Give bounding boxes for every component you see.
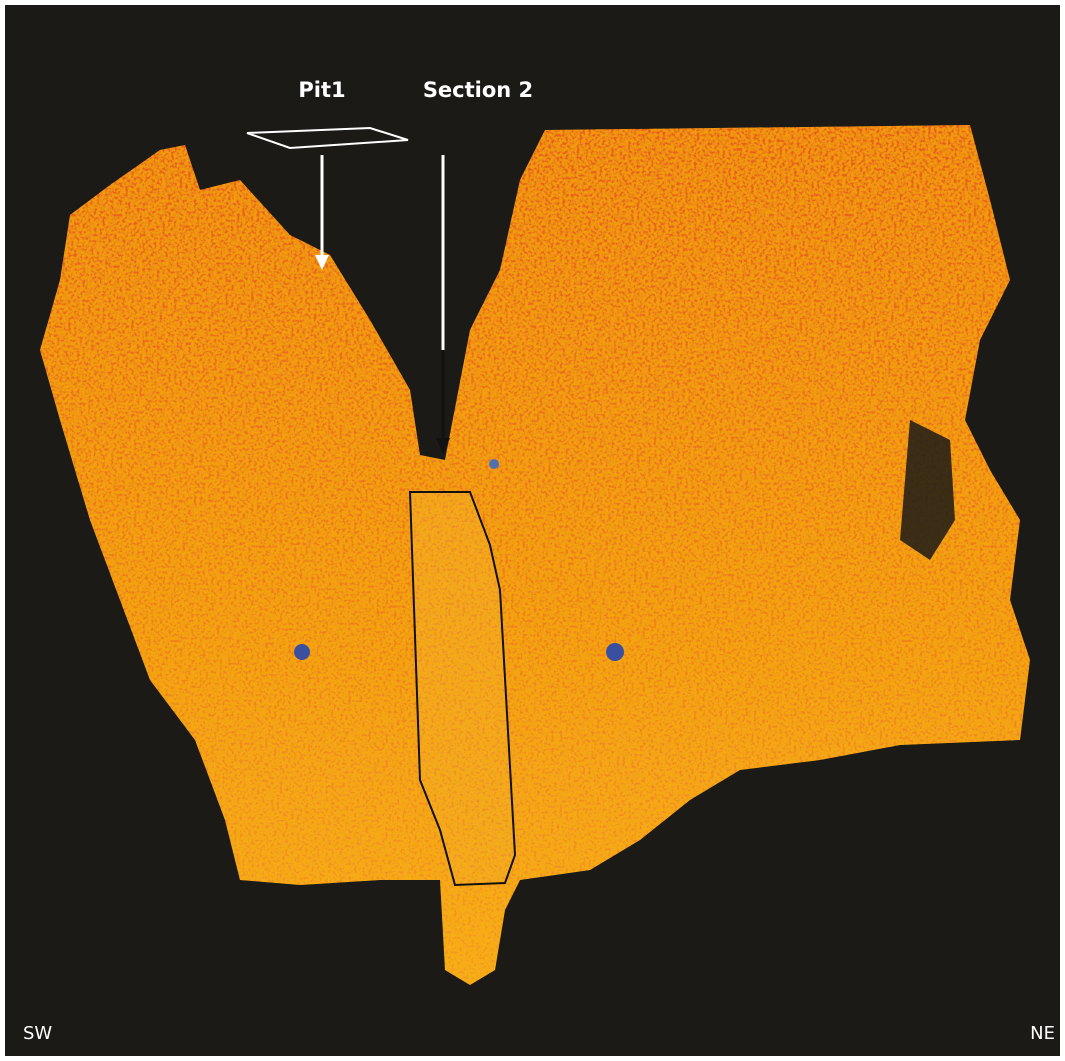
marker (606, 643, 624, 661)
marker (294, 644, 310, 660)
direction-label: NE (1030, 1023, 1055, 1044)
section-label: Section 2 (423, 78, 533, 102)
scan-view: Pit1 Section 2 SW NE (0, 0, 1065, 1061)
pit-label: Pit1 (298, 78, 345, 102)
page: Pit1 Section 2 SW NE (() => { const data… (0, 0, 1065, 1061)
marker (489, 459, 499, 469)
direction-label: SW (23, 1023, 52, 1044)
